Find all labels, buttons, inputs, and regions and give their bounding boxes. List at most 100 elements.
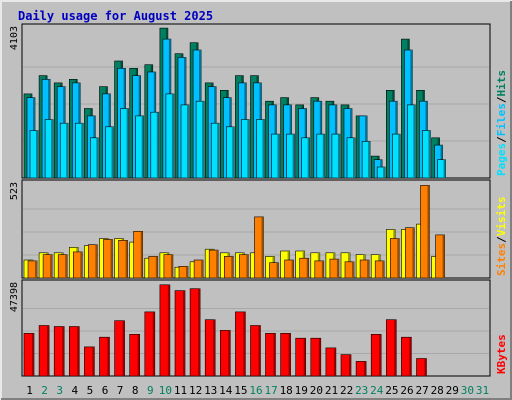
visits-sites-panel: 523 Sites/Visits xyxy=(9,179,508,279)
bar-shade xyxy=(107,337,110,376)
bar-shade xyxy=(167,284,170,376)
x-tick-label-day-9: 9 xyxy=(147,384,154,397)
bar-shade xyxy=(397,238,400,278)
bar-shade xyxy=(80,251,83,278)
bar-shade xyxy=(336,259,339,278)
bar-shade xyxy=(258,325,261,376)
x-tick-label-day-25: 25 xyxy=(385,384,398,397)
series-legend-label: Pages/Files/Hits xyxy=(495,70,508,176)
x-tick-label-day-5: 5 xyxy=(87,384,94,397)
bar-shade xyxy=(442,234,445,278)
x-tick-label-day-30: 30 xyxy=(461,384,474,397)
bar-shade xyxy=(183,290,185,376)
kbytes-panel: 47398 KBytes xyxy=(9,279,508,377)
bar-shade xyxy=(231,256,234,278)
bar-shade xyxy=(187,104,189,178)
x-tick-label-day-4: 4 xyxy=(71,384,78,397)
bar-shade xyxy=(50,254,53,278)
bar-shade xyxy=(247,119,250,178)
legend-part: Hits xyxy=(495,70,508,97)
x-tick-label-day-3: 3 xyxy=(56,384,63,397)
bar-shade xyxy=(111,126,114,178)
bar-shade xyxy=(394,319,397,376)
x-tick-label-day-14: 14 xyxy=(219,384,233,397)
bar-shade xyxy=(36,130,38,178)
bar-shade xyxy=(66,123,69,178)
bar-shade xyxy=(398,134,401,178)
bar-shade xyxy=(353,137,355,178)
bar-shade xyxy=(276,262,279,278)
bar-shade xyxy=(232,126,235,178)
x-axis-day-labels: 1 2 3 4 5 6 7 8 9 10 11 12 13 14 15 16 17 18 19 20 21 22 23 24 2… xyxy=(26,384,489,397)
x-tick-label-day-8: 8 xyxy=(132,384,139,397)
x-tick-label-day-27: 27 xyxy=(415,384,428,397)
bar-shade xyxy=(216,250,219,278)
bar-shade xyxy=(96,137,99,178)
x-tick-label-day-31: 31 xyxy=(476,384,489,397)
series-legend-label: Sites/Visits xyxy=(495,197,508,277)
x-tick-label-day-2: 2 xyxy=(41,384,48,397)
bar-shade xyxy=(95,244,98,278)
bar-shade xyxy=(291,260,294,278)
bar-shade xyxy=(273,333,276,376)
bar-shade xyxy=(65,254,68,278)
x-tick-label-day-1: 1 xyxy=(26,384,33,397)
x-tick-label-day-21: 21 xyxy=(325,384,338,397)
bar-shade xyxy=(152,311,155,376)
bar-shade xyxy=(288,333,291,376)
x-tick-label-day-10: 10 xyxy=(159,384,172,397)
x-tick-label-day-18: 18 xyxy=(280,384,293,397)
bar-shade xyxy=(349,354,351,376)
bar-shade xyxy=(322,134,325,178)
legend-part: Files xyxy=(495,103,508,136)
bar-shade xyxy=(125,240,128,278)
bar-shade xyxy=(32,333,34,376)
series-legend-label: KBytes xyxy=(495,334,508,374)
bar-shade xyxy=(122,320,125,376)
x-tick-label-day-20: 20 xyxy=(310,384,323,397)
bar-shade xyxy=(409,337,412,376)
bar-shade xyxy=(303,338,306,376)
x-tick-label-day-15: 15 xyxy=(234,384,247,397)
x-tick-label-day-17: 17 xyxy=(264,384,277,397)
legend-part: / xyxy=(495,136,508,143)
bar-shade xyxy=(383,167,386,178)
bar-shade xyxy=(262,119,265,178)
bar-shade xyxy=(51,119,54,178)
bar-shade xyxy=(428,130,431,178)
bar-shade xyxy=(77,326,80,376)
legend-part: Pages xyxy=(495,143,508,176)
bar-shade xyxy=(352,261,354,278)
x-tick-label-day-19: 19 xyxy=(295,384,308,397)
bar-shade xyxy=(110,239,113,278)
x-tick-label-day-6: 6 xyxy=(102,384,109,397)
legend-part: KBytes xyxy=(495,334,508,374)
bar-shade xyxy=(443,159,446,178)
x-tick-label-day-11: 11 xyxy=(174,384,187,397)
bar-shade xyxy=(137,334,140,376)
bar-shade xyxy=(306,258,309,278)
bar-shade xyxy=(367,260,370,278)
bar-shade xyxy=(379,334,382,376)
bar-shade xyxy=(155,256,158,278)
bar-shade xyxy=(198,288,201,376)
bar-shade xyxy=(170,254,173,278)
bar-shade xyxy=(307,137,310,178)
bar-shade xyxy=(228,330,231,376)
bar-shade xyxy=(427,185,430,278)
bar-shade xyxy=(413,104,416,178)
x-tick-label-day-7: 7 xyxy=(117,384,124,397)
y-max-label: 47398 xyxy=(9,282,20,312)
bar-shade xyxy=(321,260,324,278)
x-tick-label-day-22: 22 xyxy=(340,384,353,397)
x-tick-label-day-12: 12 xyxy=(189,384,202,397)
bar-shade xyxy=(382,260,385,278)
bar-shade xyxy=(186,266,188,278)
x-tick-label-day-16: 16 xyxy=(249,384,262,397)
bar-shade xyxy=(141,115,144,178)
bar-shade xyxy=(81,123,84,178)
bar-shade xyxy=(156,112,159,178)
bar-shade xyxy=(318,338,321,376)
bar-shade xyxy=(333,347,336,376)
bar-shade xyxy=(412,227,415,278)
